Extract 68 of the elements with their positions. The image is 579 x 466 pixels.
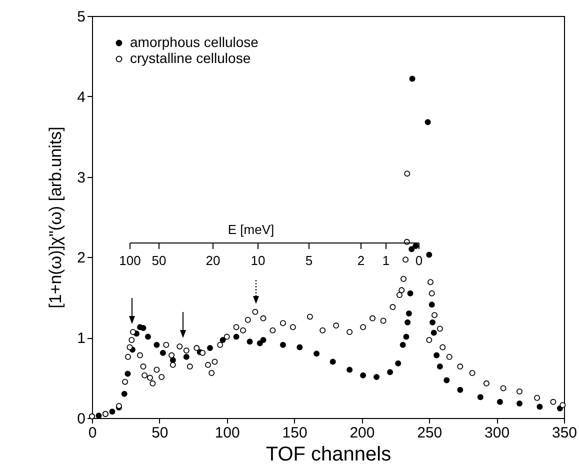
point (207, 345, 213, 352)
point (407, 290, 414, 296)
point (536, 404, 543, 410)
point (444, 377, 450, 384)
annotation: 0 (415, 253, 423, 268)
annotation: 5 (305, 253, 313, 268)
annotation: 2 (357, 253, 365, 268)
point (296, 344, 303, 350)
y-tick-label: 4 (77, 88, 86, 106)
point (233, 334, 240, 340)
legend-label: crystalline cellulose (130, 50, 251, 66)
point (346, 366, 353, 373)
annotation: 1 (382, 253, 390, 268)
annotation: E [meV] (228, 222, 274, 237)
x-tick-label: 150 (282, 424, 308, 442)
point (430, 319, 436, 326)
point (409, 76, 416, 82)
point (121, 390, 128, 397)
point (428, 302, 435, 308)
point (374, 374, 380, 380)
point (260, 337, 266, 344)
point (496, 398, 503, 405)
point (395, 360, 402, 366)
point (516, 400, 522, 407)
point (360, 372, 366, 378)
y-axis-title: [1+n(ω)]χ"(ω) [arb.units] (46, 126, 66, 308)
point (109, 408, 116, 415)
point (280, 342, 286, 348)
x-tick-label: 200 (350, 424, 375, 442)
annotation: 100 (119, 253, 141, 268)
point (124, 370, 131, 377)
legend-label: amorphous cellulose (130, 34, 259, 50)
point (403, 334, 410, 340)
point (426, 252, 432, 258)
point (154, 342, 160, 348)
point (434, 352, 440, 358)
x-tick-label: 100 (214, 424, 240, 442)
x-tick-label: 50 (152, 424, 168, 442)
point (314, 350, 320, 357)
annotation: 50 (152, 253, 166, 268)
y-tick-label: 5 (77, 8, 86, 26)
y-tick-label: 3 (77, 169, 86, 186)
point (160, 350, 166, 356)
x-tick-label: 0 (88, 424, 97, 442)
point (436, 364, 443, 370)
y-tick-label: 2 (77, 250, 86, 267)
x-tick-label: 350 (552, 424, 578, 442)
point (430, 330, 437, 336)
y-tick-label: 0 (77, 410, 86, 428)
point (404, 319, 411, 326)
point (183, 354, 190, 360)
point (387, 369, 394, 376)
x-tick-label: 250 (417, 424, 442, 442)
point (424, 119, 431, 126)
x-axis-title: TOF channels (266, 444, 392, 466)
point (477, 394, 484, 400)
point (330, 358, 336, 365)
point (400, 342, 406, 348)
point (408, 246, 415, 252)
annotation: 20 (206, 253, 220, 268)
annotation: 10 (250, 253, 266, 268)
point (144, 334, 151, 340)
y-tick-label: 1 (77, 330, 86, 348)
x-tick-label: 300 (484, 424, 510, 442)
point (220, 337, 226, 344)
point (246, 338, 253, 345)
point (406, 310, 412, 316)
point (457, 386, 464, 393)
